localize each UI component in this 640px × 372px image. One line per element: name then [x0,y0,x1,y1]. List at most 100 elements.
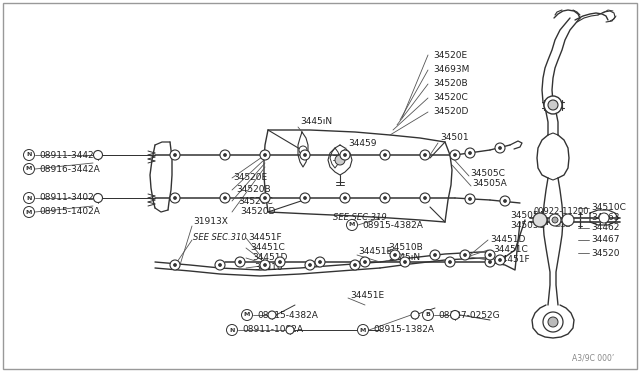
Circle shape [380,193,390,203]
Circle shape [278,260,282,263]
Circle shape [220,150,230,160]
Text: 34520D: 34520D [433,108,468,116]
Circle shape [549,214,561,226]
Circle shape [353,263,356,266]
Circle shape [485,250,495,260]
Text: 08127-0252G: 08127-0252G [438,311,500,320]
Circle shape [451,311,460,320]
Text: 08911-1082A: 08911-1082A [242,326,303,334]
Text: 08916-3442A: 08916-3442A [39,164,100,173]
Circle shape [173,196,177,199]
Circle shape [235,257,245,267]
Circle shape [286,326,294,334]
Text: 08915-4382A: 08915-4382A [362,221,423,230]
Circle shape [299,146,307,154]
Circle shape [24,164,35,174]
Text: 08915-4382A: 08915-4382A [257,311,318,320]
Circle shape [424,196,426,199]
Circle shape [24,206,35,218]
Circle shape [335,155,345,165]
Circle shape [170,150,180,160]
Circle shape [241,310,253,321]
Circle shape [218,263,221,266]
Circle shape [430,250,440,260]
Circle shape [223,196,227,199]
Circle shape [533,213,547,227]
Circle shape [24,192,35,203]
Text: 08911-3402A: 08911-3402A [39,193,100,202]
Text: N: N [26,196,32,201]
Circle shape [268,311,276,319]
Circle shape [300,150,310,160]
Circle shape [220,193,230,203]
Circle shape [468,151,472,154]
Text: 34451E: 34451E [358,247,392,257]
Circle shape [239,260,241,263]
Circle shape [93,151,102,160]
Text: 08915-1402A: 08915-1402A [39,208,100,217]
Text: SEE SEC.319: SEE SEC.319 [333,214,387,222]
Circle shape [340,193,350,203]
Circle shape [463,253,467,257]
Circle shape [360,257,370,267]
Circle shape [543,312,563,332]
Circle shape [495,143,505,153]
Circle shape [260,150,270,160]
Circle shape [303,196,307,199]
Circle shape [422,310,433,321]
Circle shape [308,263,312,266]
Text: SEE SEC.310: SEE SEC.310 [193,232,247,241]
Circle shape [552,217,558,223]
Circle shape [390,250,400,260]
Circle shape [499,147,502,150]
Circle shape [548,317,558,327]
Text: 34505C: 34505C [510,221,545,230]
Circle shape [460,250,470,260]
Circle shape [215,260,225,270]
Text: A3/9C 000’: A3/9C 000’ [572,353,614,362]
Circle shape [24,150,35,160]
Circle shape [344,154,346,157]
Text: 34451E: 34451E [350,291,384,299]
Circle shape [420,193,430,203]
Circle shape [433,253,436,257]
Circle shape [424,154,426,157]
Circle shape [544,96,562,114]
Circle shape [468,198,472,201]
Text: 34505A: 34505A [472,179,507,187]
Text: 34505C: 34505C [470,169,505,177]
Circle shape [319,260,321,263]
Circle shape [485,257,495,267]
Circle shape [445,257,455,267]
Circle shape [380,150,390,160]
Circle shape [420,150,430,160]
Text: 3445ıN: 3445ıN [388,253,420,263]
Circle shape [599,213,609,223]
Text: 34459: 34459 [348,140,376,148]
Circle shape [264,196,266,199]
Circle shape [315,257,325,267]
Text: 08915-1382A: 08915-1382A [373,326,434,334]
Text: 34467: 34467 [591,235,620,244]
Circle shape [170,260,180,270]
Circle shape [454,154,456,157]
Text: M: M [360,327,366,333]
Circle shape [400,257,410,267]
Circle shape [93,193,102,202]
Circle shape [488,260,492,263]
Circle shape [303,154,307,157]
Text: 34510C: 34510C [591,203,626,212]
Text: 34462: 34462 [591,224,620,232]
Circle shape [227,324,237,336]
Text: 34451C: 34451C [250,244,285,253]
Circle shape [260,193,270,203]
Circle shape [383,154,387,157]
Text: 34520C: 34520C [238,196,273,205]
Text: 34520B: 34520B [236,186,271,195]
Text: 34693M: 34693M [433,65,469,74]
Text: 34510: 34510 [254,263,283,273]
Text: 34501: 34501 [440,134,468,142]
Circle shape [358,324,369,336]
Text: 34520C: 34520C [433,93,468,103]
Circle shape [346,219,358,231]
